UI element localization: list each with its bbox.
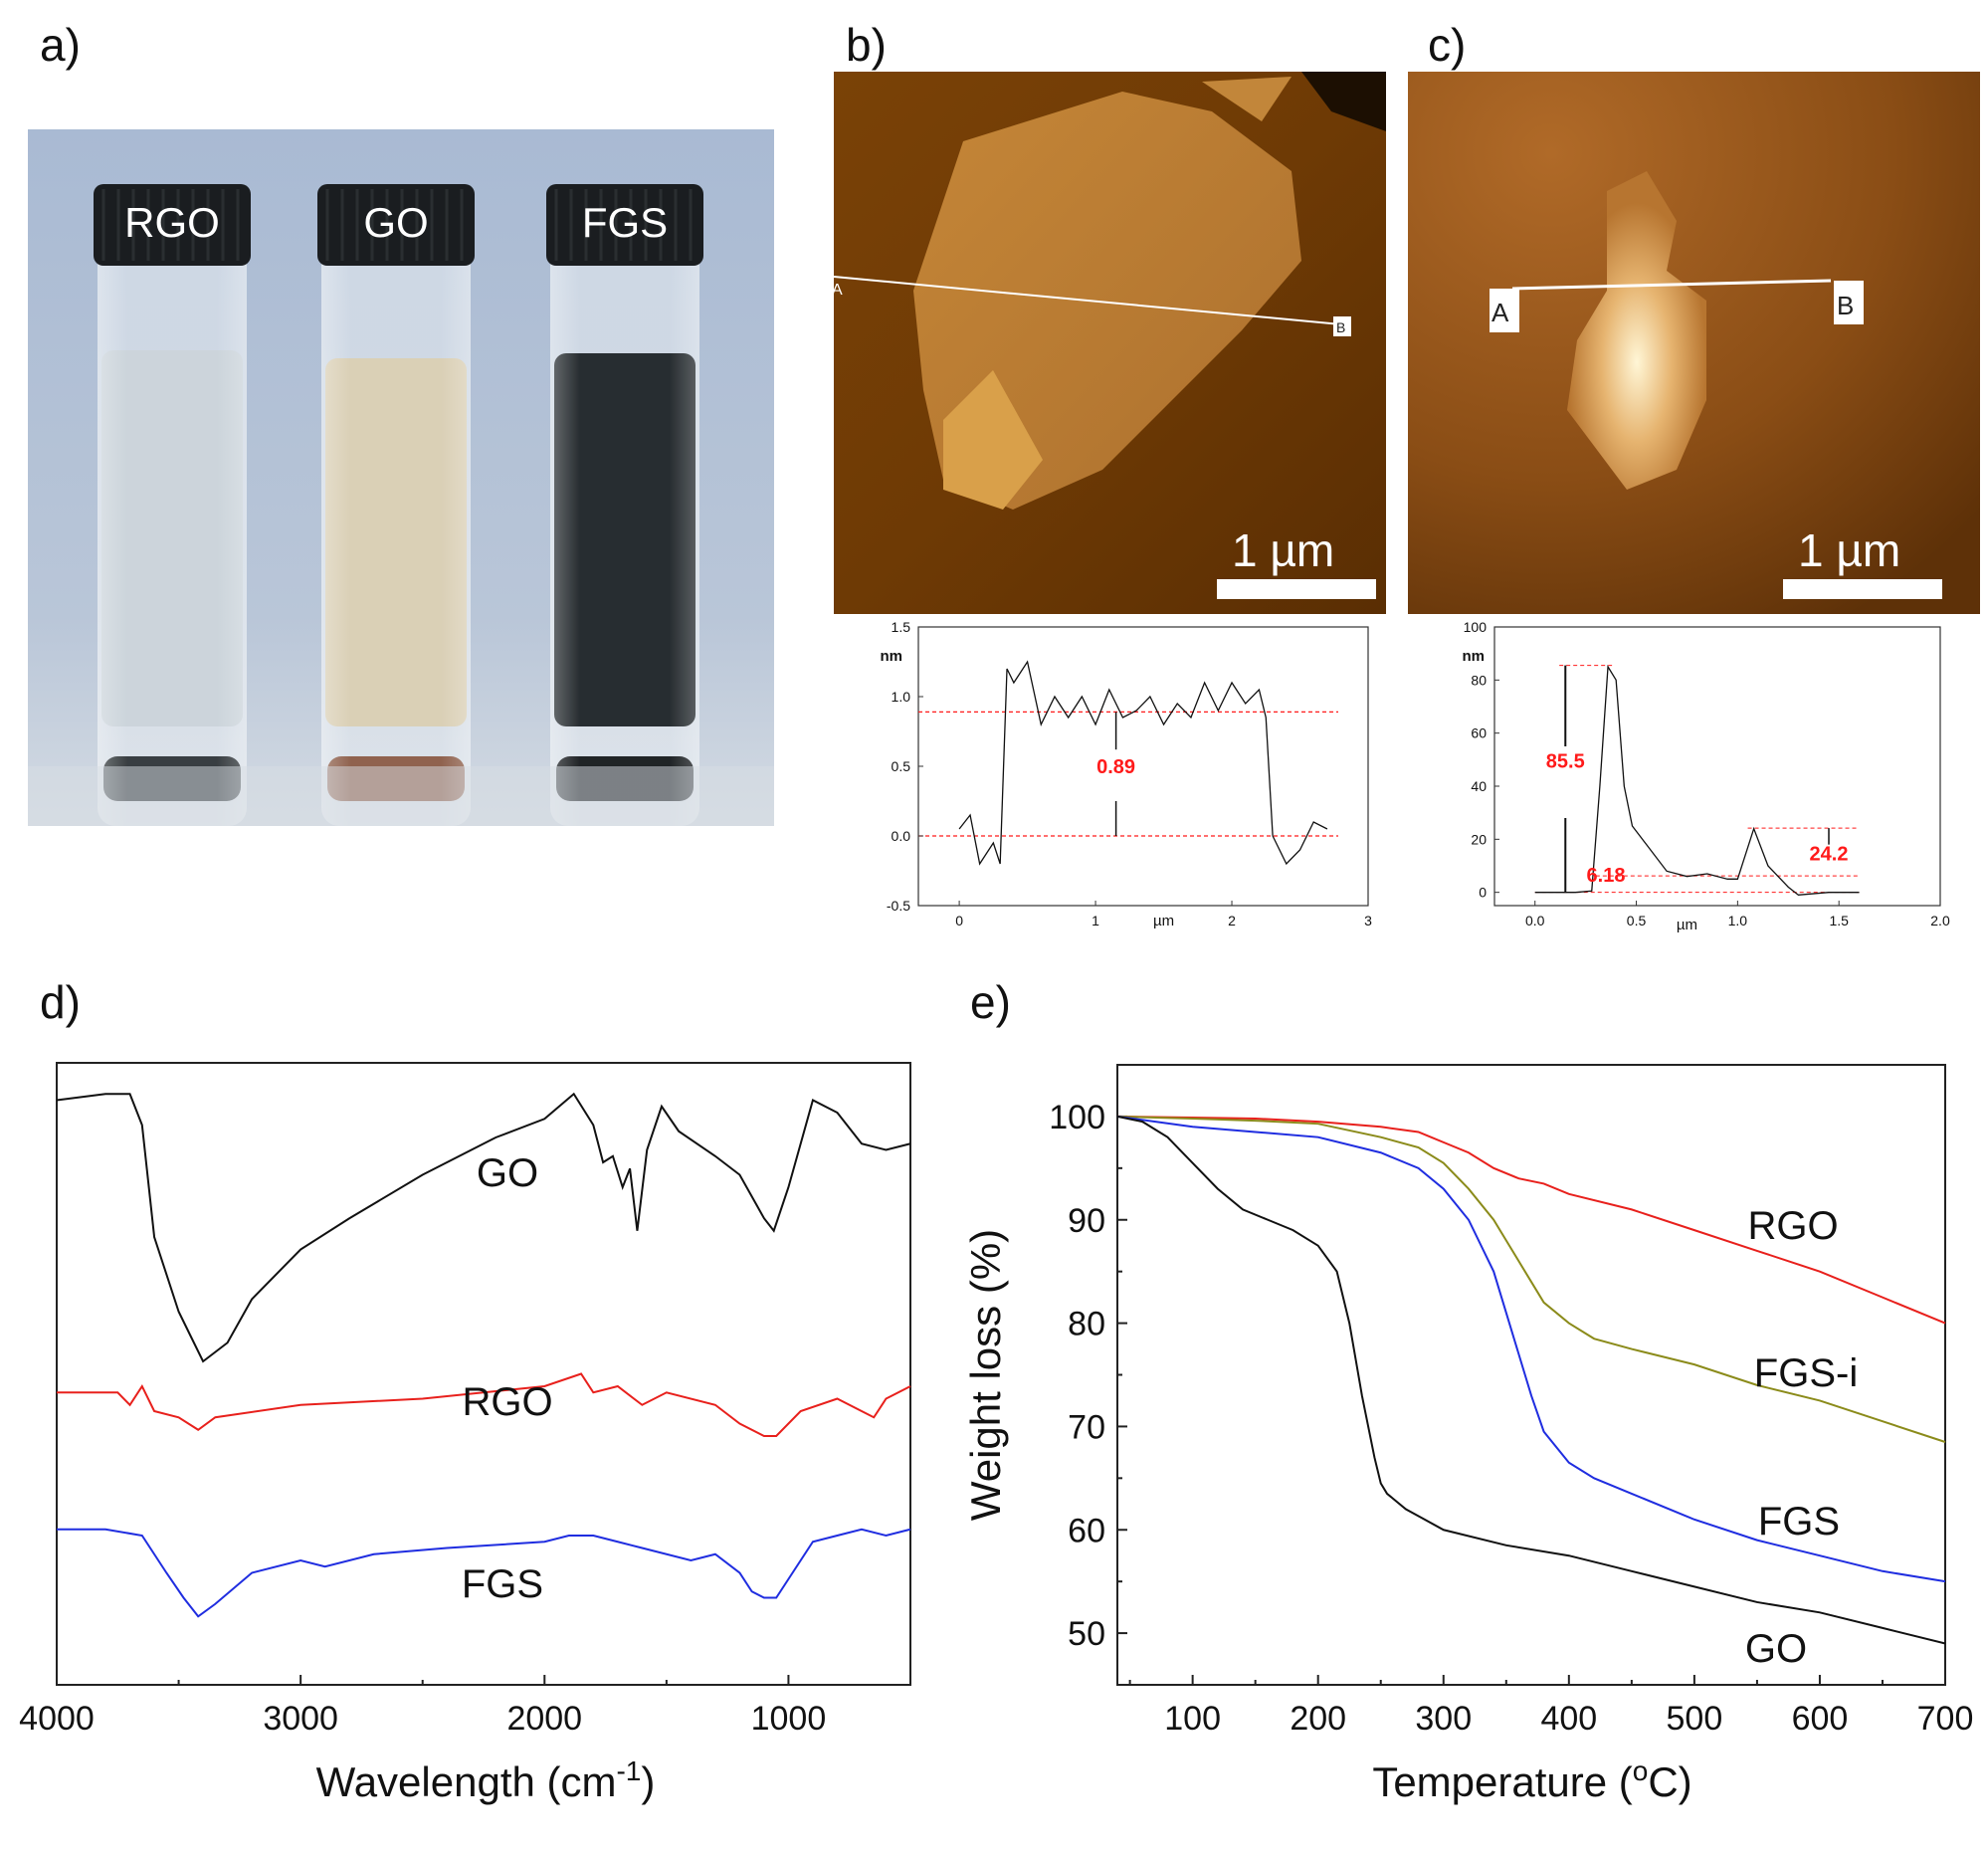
xtick-label: 100 xyxy=(1164,1700,1221,1738)
xtick-label: 1 xyxy=(1092,913,1099,928)
xtick-label: 400 xyxy=(1540,1700,1597,1738)
annotation-edge-height: 24.2 xyxy=(1810,844,1849,866)
afm-b-point-end: B xyxy=(1336,319,1345,335)
y-axis-label: nm xyxy=(881,648,903,665)
plot-frame xyxy=(1493,626,1941,907)
series-fgs xyxy=(1116,1115,1946,1583)
series-label-fgs: FGS xyxy=(1758,1500,1840,1544)
chart-e-tga: 100 200 300 400 500 600 700 50 60 70 80 90 100 Weight… xyxy=(962,1064,1974,1805)
xtick-label: 600 xyxy=(1792,1700,1849,1738)
series-rgo xyxy=(57,1372,911,1437)
xtick-label: 2000 xyxy=(506,1700,582,1738)
xtick-label: 0.5 xyxy=(1627,913,1647,928)
xtick-label: 3 xyxy=(1364,913,1372,928)
y-axis-label: Weight loss (%) xyxy=(962,1229,1009,1521)
xtick-label: 300 xyxy=(1415,1700,1472,1738)
ytick-label: 20 xyxy=(1471,831,1487,847)
series-go xyxy=(1116,1115,1946,1645)
scalebar-c xyxy=(1783,579,1942,599)
afm-b-point-start: A xyxy=(832,282,843,299)
afm-c-particle xyxy=(1567,171,1706,490)
scalebar-b xyxy=(1217,579,1376,599)
series-label-fgs: FGS xyxy=(462,1562,543,1606)
vial-highlight xyxy=(550,244,699,826)
ytick-label: 1.5 xyxy=(892,619,911,635)
xtick-label: 3000 xyxy=(263,1700,338,1738)
series-label-go: GO xyxy=(1745,1627,1807,1671)
xtick-label: 0.0 xyxy=(1525,913,1545,928)
vial-label-go: GO xyxy=(363,199,428,246)
ytick-label: 0.5 xyxy=(892,758,911,774)
vial-label-fgs: FGS xyxy=(582,199,668,246)
y-axis-label: nm xyxy=(1463,648,1486,665)
vials-photo: RGO GO FGS xyxy=(28,129,774,826)
series-go xyxy=(56,1092,911,1363)
xtick-label: 700 xyxy=(1917,1700,1974,1738)
xtick-label: 1.0 xyxy=(1728,913,1748,928)
ytick-label: 0.0 xyxy=(892,828,911,844)
ytick-label: 50 xyxy=(1068,1615,1105,1653)
panel-label-d: d) xyxy=(40,976,81,1028)
series-height-profile xyxy=(1534,664,1860,897)
series-label-fgs-i: FGS-i xyxy=(1754,1351,1858,1395)
ytick-label: 70 xyxy=(1068,1408,1105,1446)
x-axis-label: µm xyxy=(1677,917,1697,933)
chart-b-height-profile: -0.5 0.0 0.5 1.0 1.5 0 1 2 3 nm µm 0.89 xyxy=(881,619,1373,929)
ytick-label: 1.0 xyxy=(892,689,911,705)
series-fgs xyxy=(57,1528,911,1618)
xtick-label: 2 xyxy=(1228,913,1236,928)
xtick-label: 2.0 xyxy=(1930,913,1950,928)
series-rgo xyxy=(1116,1115,1946,1325)
scalebar-b-label: 1 µm xyxy=(1232,524,1334,576)
annotation-peak-height: 85.5 xyxy=(1546,750,1585,772)
afm-image-c: A B 1 µm xyxy=(1408,72,1980,614)
table-surface xyxy=(28,766,774,826)
panel-label-e: e) xyxy=(970,976,1011,1028)
xtick-label: 200 xyxy=(1290,1700,1346,1738)
ytick-label: 90 xyxy=(1068,1202,1105,1240)
x-axis-label: Wavelength (cm-1) xyxy=(316,1755,656,1805)
ytick-label: 80 xyxy=(1068,1306,1105,1343)
series-height-profile xyxy=(958,660,1328,866)
series-label-go: GO xyxy=(477,1151,538,1195)
x-axis-label: Temperature (oC) xyxy=(1372,1755,1691,1805)
ytick-label: 60 xyxy=(1471,725,1487,741)
xtick-label: 500 xyxy=(1667,1700,1723,1738)
ytick-label: 0 xyxy=(1479,885,1487,901)
ytick-label: 80 xyxy=(1471,672,1487,688)
annotation-flake-height: 6.18 xyxy=(1587,865,1626,887)
chart-c-height-profile: 0 20 40 60 80 100 0.0 0.5 1.0 1.5 2.0 nm µm 85.5 6.18 2… xyxy=(1463,619,1950,933)
panel-label-c: c) xyxy=(1428,19,1467,71)
x-axis-label: µm xyxy=(1153,913,1174,929)
plot-frame xyxy=(917,626,1369,907)
plot-frame xyxy=(56,1062,911,1686)
ytick-label: 60 xyxy=(1068,1512,1105,1549)
ytick-label: 100 xyxy=(1464,619,1488,635)
series-label-rgo: RGO xyxy=(462,1380,552,1424)
vial-label-rgo: RGO xyxy=(124,199,220,246)
afm-c-point-end: B xyxy=(1837,291,1854,320)
xtick-label: 4000 xyxy=(19,1700,95,1738)
xtick-label: 1.5 xyxy=(1829,913,1849,928)
series-fgs-i xyxy=(1116,1115,1946,1443)
chart-d-ftir: 4000 3000 2000 1000 Wavelength (cm-1) GO RGO FG… xyxy=(19,1062,911,1805)
panel-label-b: b) xyxy=(846,19,887,71)
series-label-rgo: RGO xyxy=(1747,1204,1838,1248)
vial-highlight xyxy=(321,244,471,826)
ytick-label: -0.5 xyxy=(887,898,910,914)
afm-c-point-start: A xyxy=(1491,298,1509,327)
ytick-label: 40 xyxy=(1471,778,1487,794)
afm-image-b: A B 1 µm xyxy=(832,72,1386,614)
xtick-label: 0 xyxy=(955,913,963,928)
vial-highlight xyxy=(98,244,247,826)
annotation-step-height: 0.89 xyxy=(1096,756,1135,778)
scalebar-c-label: 1 µm xyxy=(1798,524,1900,576)
panel-label-a: a) xyxy=(40,19,81,71)
xtick-label: 1000 xyxy=(751,1700,827,1738)
ytick-label: 100 xyxy=(1049,1099,1105,1136)
